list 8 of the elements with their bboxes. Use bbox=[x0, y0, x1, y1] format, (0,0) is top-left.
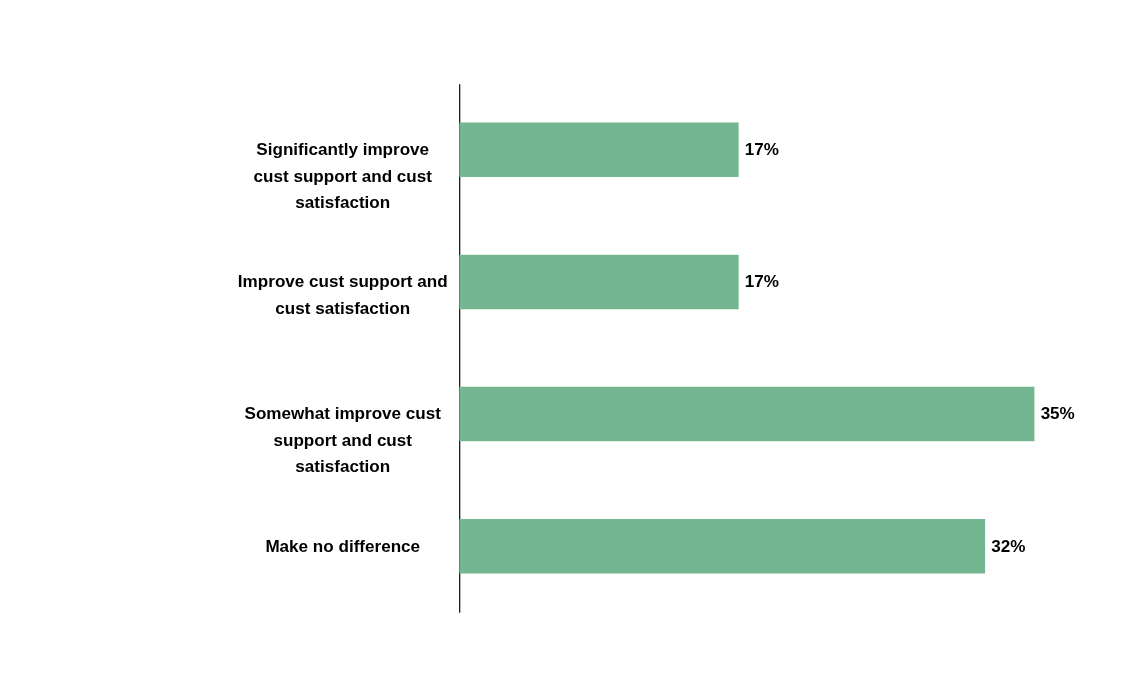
data-label: 32% bbox=[991, 536, 1026, 556]
y-tick-label: Improve cust support and cust satisfaction bbox=[237, 272, 448, 318]
data-label: 17% bbox=[744, 140, 780, 160]
y-tick-label: Somewhat improve cust support and cust satisfaction bbox=[244, 404, 442, 477]
data-label: 35% bbox=[1040, 404, 1075, 424]
y-tick-label: Make no difference bbox=[265, 536, 421, 556]
data-label: 17% bbox=[744, 272, 780, 292]
y-tick-label: Significantly improve cust support and cust satisfaction bbox=[253, 140, 433, 213]
